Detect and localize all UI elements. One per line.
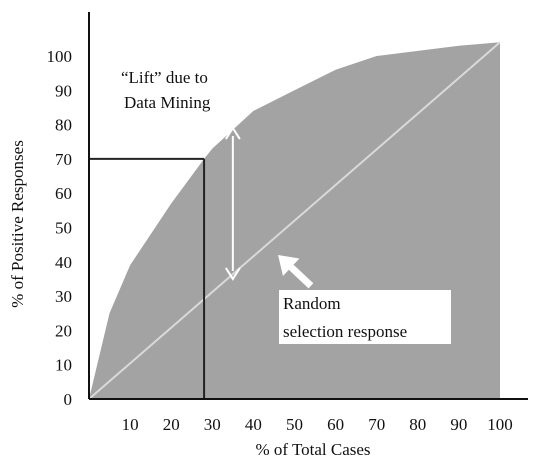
lift-arrow-head-up <box>225 126 241 140</box>
x-tick-label: 40 <box>245 415 262 434</box>
x-tick-label: 10 <box>122 415 139 434</box>
y-tick-label: 0 <box>64 390 73 409</box>
y-tick-label: 90 <box>55 81 72 100</box>
lift-arrow-head-down <box>225 267 241 281</box>
pointer-arrow-shaft <box>288 264 314 289</box>
annotation-arrows <box>225 126 314 289</box>
axes <box>88 12 528 400</box>
lift-annotation-line-1: “Lift” due to <box>121 68 208 87</box>
x-axis-title: % of Total Cases <box>255 440 370 459</box>
y-tick-label: 30 <box>55 287 72 306</box>
x-tick-label: 70 <box>368 415 385 434</box>
y-tick-label: 40 <box>55 253 72 272</box>
y-tick-label: 50 <box>55 219 72 238</box>
y-axis-title: % of Positive Responses <box>8 140 27 308</box>
y-tick-labels: 0 10 20 30 40 50 60 70 80 90 100 <box>47 47 73 409</box>
y-tick-label: 10 <box>55 356 72 375</box>
lift-annotation-line-2: Data Mining <box>124 93 211 112</box>
y-tick-label: 100 <box>47 47 73 66</box>
x-tick-label: 20 <box>163 415 180 434</box>
pointer-arrow-head <box>278 254 300 277</box>
x-tick-label: 50 <box>286 415 303 434</box>
y-tick-label: 70 <box>55 150 72 169</box>
random-annotation-line-1: Random <box>283 294 341 313</box>
x-tick-label: 80 <box>409 415 426 434</box>
y-tick-label: 20 <box>55 321 72 340</box>
x-tick-labels: 10 20 30 40 50 60 70 80 90 100 <box>122 415 513 434</box>
y-tick-label: 60 <box>55 184 72 203</box>
random-selection-line <box>88 41 501 400</box>
x-tick-label: 30 <box>204 415 221 434</box>
x-tick-label: 60 <box>327 415 344 434</box>
y-tick-label: 80 <box>55 116 72 135</box>
x-tick-label: 90 <box>450 415 467 434</box>
random-annotation-line-2: selection response <box>283 322 407 341</box>
random-annotation-background <box>279 290 451 344</box>
x-tick-label: 100 <box>487 415 513 434</box>
